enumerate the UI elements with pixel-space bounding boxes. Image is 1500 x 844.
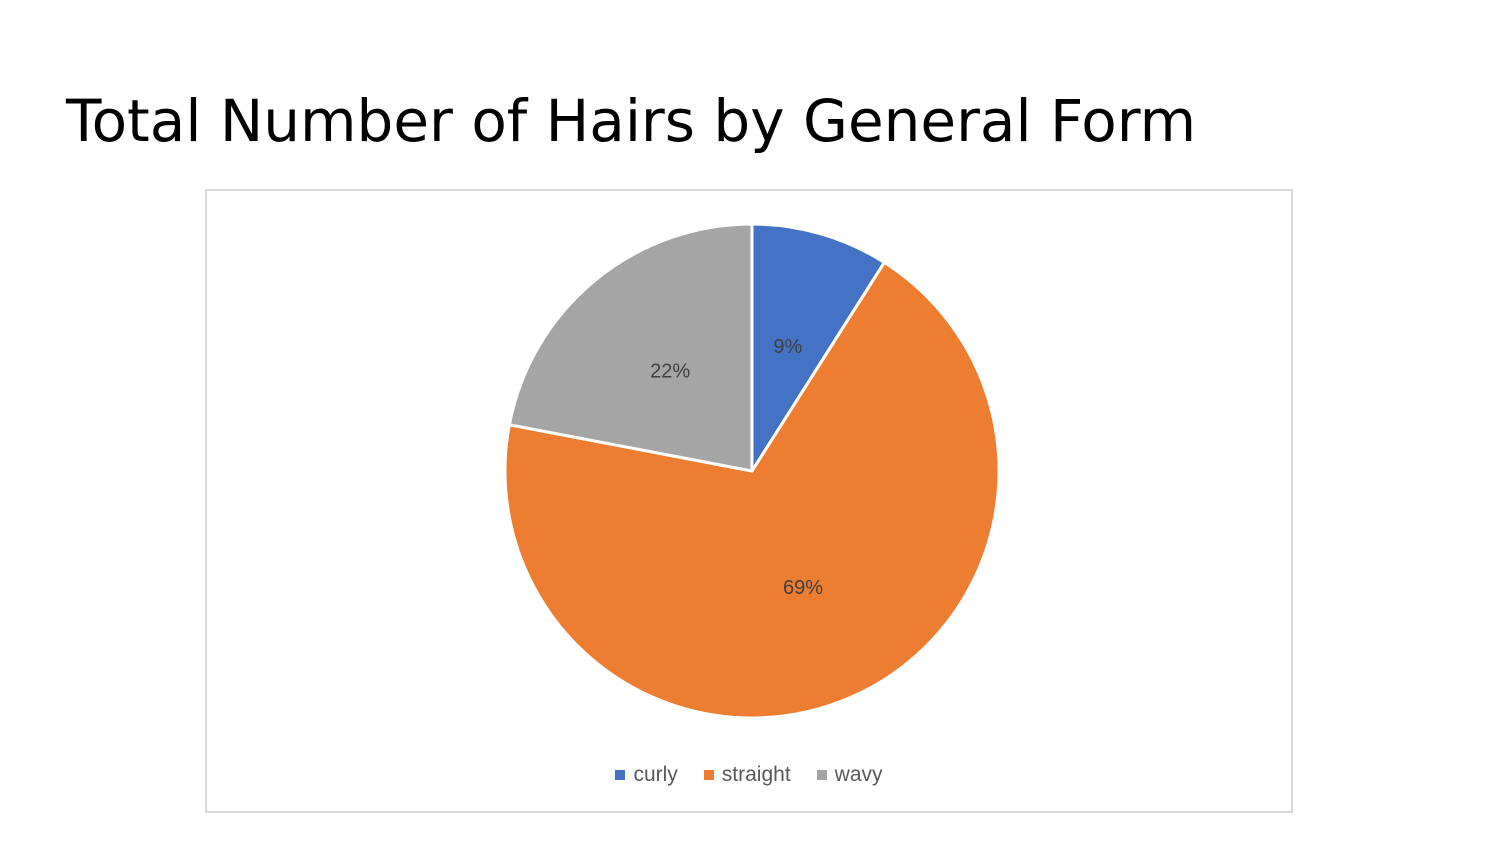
legend-label-straight: straight (721, 763, 791, 786)
legend-label-wavy: wavy (834, 763, 883, 786)
legend-item-curly: curly (615, 763, 678, 787)
chart-title: Total Number of Hairs by General Form (66, 87, 1197, 155)
data-label-curly: 9% (773, 336, 802, 358)
pie-chart: 9% 69% 22% (503, 222, 1001, 720)
legend-item-wavy: wavy (816, 763, 883, 787)
pie-slice-straight (503, 260, 1001, 720)
chart-area: 9% 69% 22% curly straight wavy (205, 189, 1293, 813)
legend-item-straight: straight (703, 763, 791, 787)
data-label-wavy: 22% (650, 360, 690, 382)
pie-slice-curly (750, 222, 886, 473)
pie-slice-wavy (507, 222, 754, 473)
chart-legend: curly straight wavy (207, 763, 1291, 787)
legend-swatch-curly (615, 770, 626, 780)
data-label-straight: 69% (783, 577, 823, 599)
legend-swatch-wavy (816, 770, 827, 780)
legend-swatch-straight (703, 770, 714, 780)
legend-label-curly: curly (633, 763, 678, 786)
